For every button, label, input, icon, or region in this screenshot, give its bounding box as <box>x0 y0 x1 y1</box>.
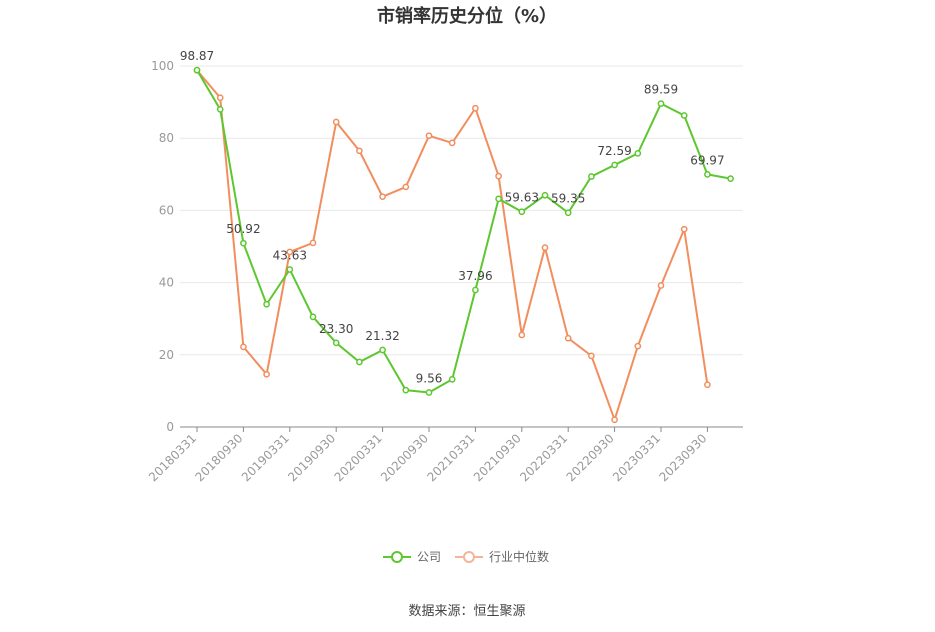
data-point <box>680 225 688 233</box>
data-point <box>518 331 526 339</box>
data-point <box>193 66 201 74</box>
data-point <box>263 300 270 308</box>
x-tick-label: 20200930 <box>378 431 431 484</box>
series-industry <box>193 66 711 424</box>
x-tick-label: 20230331 <box>610 431 663 484</box>
y-tick-label: 20 <box>159 348 174 362</box>
x-tick-label: 20180331 <box>146 431 199 484</box>
data-point <box>332 118 340 126</box>
data-point <box>286 248 294 256</box>
data-label: 9.56 <box>416 371 443 385</box>
data-point <box>286 266 294 273</box>
series-layer <box>193 66 734 424</box>
data-point <box>379 346 386 354</box>
y-tick-label: 80 <box>159 131 174 145</box>
data-point <box>240 239 247 247</box>
series-line <box>196 69 709 423</box>
data-point <box>356 147 363 155</box>
data-point <box>216 105 224 113</box>
data-label: 69.97 <box>690 153 724 167</box>
legend-label-company: 公司 <box>417 550 441 564</box>
data-label: 72.59 <box>597 144 631 158</box>
data-point <box>727 175 734 182</box>
data-point <box>564 334 572 342</box>
data-label: 43.63 <box>273 248 307 262</box>
data-point <box>216 94 224 102</box>
data-point <box>611 416 618 424</box>
data-point <box>704 171 711 178</box>
data-source: 数据来源：恒生聚源 <box>408 604 525 619</box>
data-point <box>495 172 502 180</box>
x-tick-label: 20180930 <box>192 431 245 484</box>
y-axis: 0 20 40 60 80 100 <box>151 59 174 434</box>
x-tick-label: 20230930 <box>656 431 709 484</box>
data-point <box>611 161 618 169</box>
data-point <box>704 381 711 389</box>
data-label: 50.92 <box>226 222 260 236</box>
y-tick-label: 60 <box>159 203 174 217</box>
series-line <box>196 69 731 394</box>
data-point <box>541 191 549 199</box>
data-label: 23.30 <box>319 322 353 336</box>
data-point <box>634 342 642 350</box>
chart-title: 市销率历史分位（%） <box>377 5 557 27</box>
x-tick-label: 20220331 <box>517 431 570 484</box>
data-point <box>657 100 665 107</box>
data-point <box>425 389 433 396</box>
data-point <box>518 208 526 216</box>
data-label: 37.96 <box>458 269 492 283</box>
data-point <box>425 132 433 140</box>
x-tick-label: 20220930 <box>564 431 617 484</box>
x-tick-label: 20200331 <box>332 431 385 484</box>
legend-item-industry[interactable]: 行业中位数 <box>455 549 549 564</box>
data-point <box>448 375 456 383</box>
data-label: 98.87 <box>180 49 214 63</box>
data-point <box>263 370 270 378</box>
legend-item-company[interactable]: 公司 <box>383 550 441 564</box>
x-tick-label: 20190930 <box>285 431 338 484</box>
data-point <box>448 139 456 147</box>
data-point <box>634 150 642 157</box>
data-point <box>541 244 549 251</box>
data-point <box>657 282 665 289</box>
legend-label-industry: 行业中位数 <box>489 549 549 564</box>
data-point <box>309 239 317 247</box>
series-company <box>193 66 734 396</box>
y-tick-label: 100 <box>151 59 174 73</box>
data-point <box>379 193 386 201</box>
data-point <box>356 358 363 366</box>
data-label: 89.59 <box>644 83 678 97</box>
legend-marker-company <box>391 551 403 563</box>
x-tick-label: 20210331 <box>424 431 477 484</box>
data-point <box>332 339 340 347</box>
data-point <box>588 173 595 180</box>
data-point <box>309 313 317 321</box>
data-label: 59.35 <box>551 192 585 206</box>
grid <box>180 65 743 356</box>
data-point <box>564 209 572 217</box>
data-labels: 98.87 50.92 43.63 23.30 21.32 9.56 37.96 59.63 5… <box>180 49 725 385</box>
data-point <box>402 183 410 191</box>
data-point <box>240 343 247 351</box>
y-tick-label: 0 <box>166 420 174 434</box>
x-tick-label: 20190331 <box>239 431 292 484</box>
data-label: 21.32 <box>365 329 399 343</box>
data-point <box>680 112 688 119</box>
legend-marker-industry <box>463 551 475 563</box>
data-point <box>495 195 502 203</box>
data-label: 59.63 <box>505 191 539 205</box>
y-tick-label: 40 <box>159 276 174 290</box>
legend: 公司 行业中位数 <box>383 549 549 564</box>
data-point <box>472 286 479 294</box>
x-tick-label: 20210930 <box>471 431 524 484</box>
data-point <box>472 104 479 112</box>
data-point <box>402 386 410 394</box>
data-point <box>588 352 595 360</box>
x-axis: 2018033120180930201903312019093020200331… <box>146 426 743 484</box>
